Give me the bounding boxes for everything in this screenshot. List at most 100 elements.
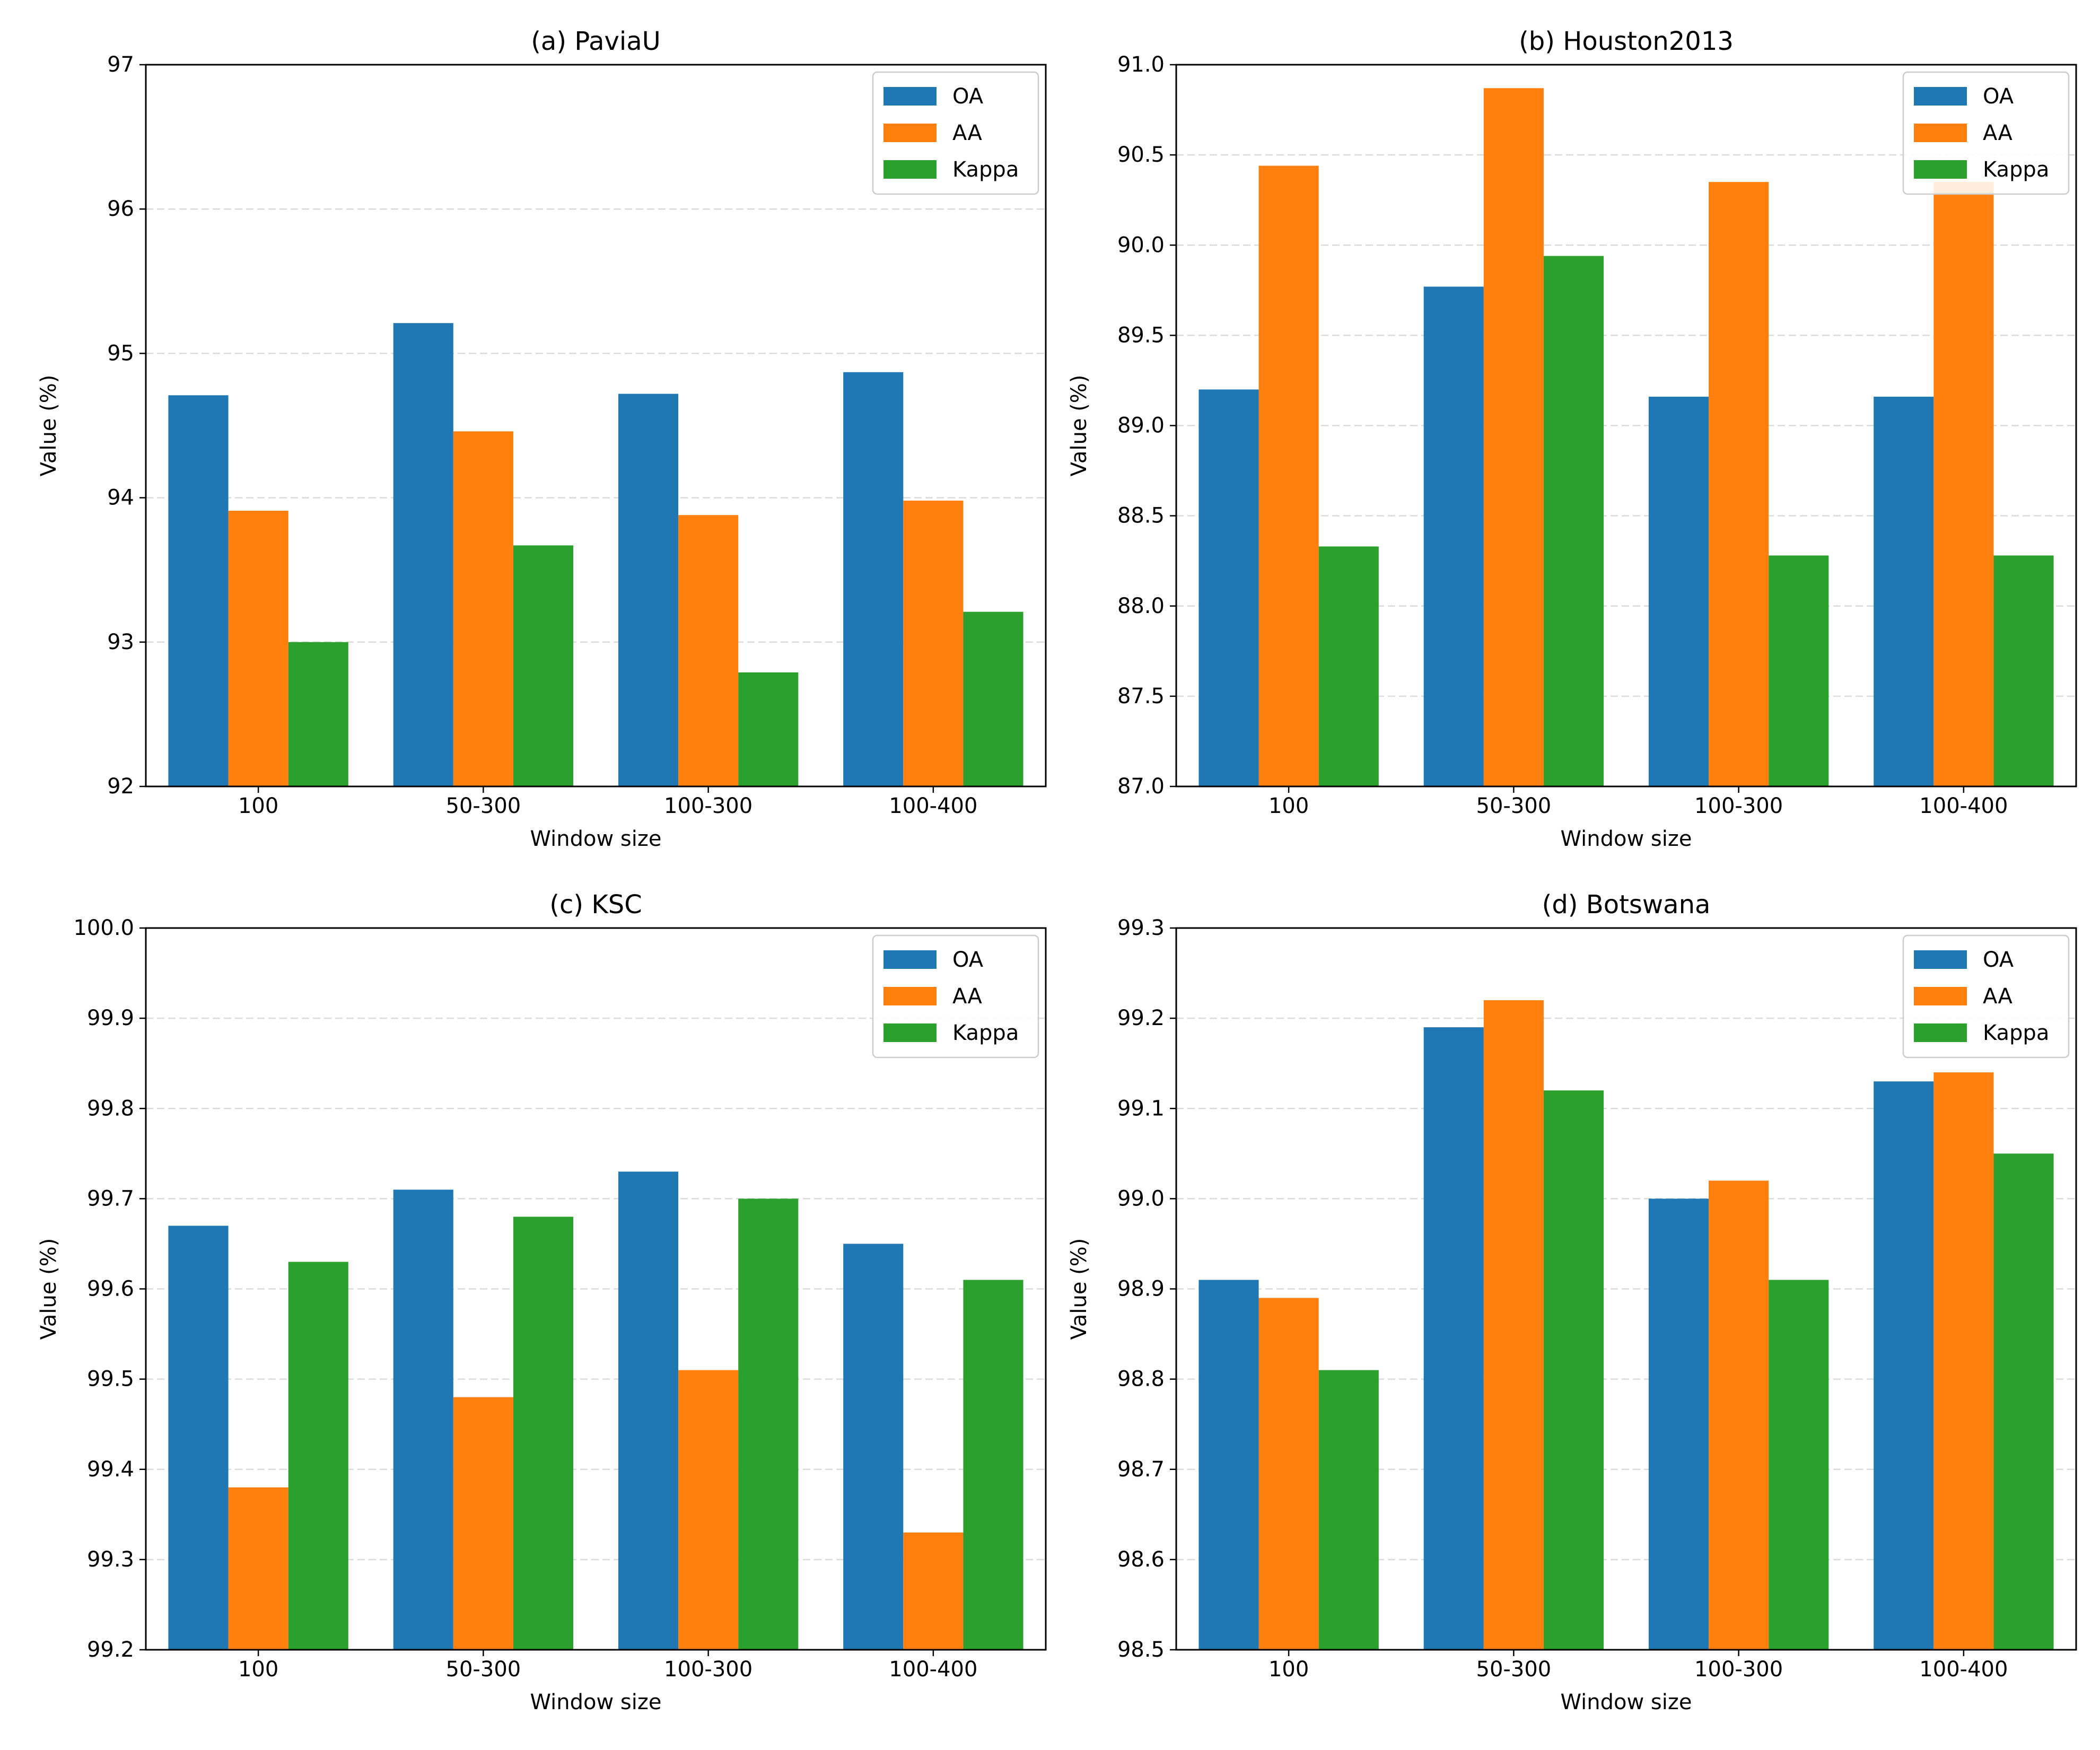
legend-swatch-aa	[1914, 987, 1967, 1005]
chart-title: (d) Botswana	[1542, 890, 1711, 920]
x-tick-label: 50-300	[1476, 794, 1552, 818]
y-tick-label: 89.5	[1117, 323, 1165, 347]
bar-kappa-100	[288, 1262, 348, 1650]
bar-aa-100-300	[678, 1370, 739, 1650]
chart-panel-3: 99.2 99.3 99.4 99.5 99.6 99.7 99.8 99.9 100.0 100…	[37, 890, 1047, 1714]
bar-aa-100	[1258, 165, 1319, 786]
bar-oa-100-300	[1648, 397, 1709, 786]
y-tick-label: 93	[107, 630, 134, 654]
legend-label-oa: OA	[1983, 948, 2014, 972]
bar-aa-100	[228, 1487, 288, 1650]
x-tick-label: 100-400	[1919, 1657, 2008, 1682]
x-axis-label: Window size	[1561, 1690, 1692, 1714]
bar-oa-50-300	[393, 1189, 453, 1650]
legend-swatch-aa	[883, 124, 937, 142]
bar-oa-50-300	[1423, 286, 1484, 786]
bar-aa-100-400	[903, 501, 964, 786]
bar-kappa-100-400	[1993, 1153, 2054, 1650]
x-tick-label: 100-400	[889, 1657, 977, 1682]
bar-oa-50-300	[1423, 1027, 1484, 1650]
y-tick-label: 90.0	[1117, 233, 1165, 257]
legend-swatch-oa	[883, 87, 937, 106]
y-tick-label: 99.5	[87, 1367, 134, 1392]
bar-oa-100	[1198, 389, 1259, 786]
bar-kappa-100-400	[963, 611, 1023, 786]
x-tick-label: 100	[238, 1657, 278, 1682]
y-tick-label: 87.5	[1117, 684, 1165, 708]
bar-aa-100-300	[1709, 1180, 1769, 1650]
x-axis-label: Window size	[1561, 827, 1692, 851]
chart-title: (b) Houston2013	[1519, 27, 1734, 56]
x-tick-label: 100	[1268, 1657, 1309, 1682]
legend-swatch-oa	[1914, 87, 1967, 106]
y-tick-label: 92	[107, 774, 134, 799]
x-axis-label: Window size	[530, 827, 662, 851]
bar-oa-100-400	[1874, 1081, 1934, 1650]
legend-label-oa: OA	[1983, 84, 2014, 109]
chart-panel-2: 87.0 87.5 88.0 88.5 89.0 89.5 90.0 90.5 91.0 100 5…	[1067, 27, 2077, 851]
bar-aa-50-300	[453, 431, 513, 786]
x-tick-label: 50-300	[446, 1657, 521, 1682]
chart-title: (c) KSC	[549, 890, 642, 920]
y-tick-label: 99.4	[87, 1457, 134, 1482]
y-axis-label: Value (%)	[1067, 375, 1091, 477]
legend-label-kappa: Kappa	[1983, 1021, 2049, 1045]
bar-kappa-50-300	[1543, 1090, 1604, 1650]
y-tick-label: 99.3	[1117, 916, 1165, 940]
y-tick-label: 98.9	[1117, 1277, 1165, 1301]
bar-aa-100-300	[678, 515, 739, 786]
y-tick-label: 94	[107, 486, 134, 510]
chart-panel-4: 98.5 98.6 98.7 98.8 98.9 99.0 99.1 99.2 99.3 100 5…	[1067, 890, 2077, 1714]
y-tick-label: 95	[107, 341, 134, 365]
bar-aa-50-300	[1483, 88, 1544, 786]
bar-oa-100-400	[843, 1244, 904, 1650]
legend-label-aa: AA	[1983, 121, 2012, 145]
bar-kappa-100	[1318, 1370, 1379, 1650]
y-tick-label: 99.3	[87, 1547, 134, 1572]
legend: OA AA Kappa	[872, 934, 1039, 1058]
bar-aa-100-400	[1933, 1072, 1994, 1650]
y-axis-label: Value (%)	[37, 1238, 61, 1340]
bar-kappa-50-300	[513, 1217, 574, 1650]
bar-kappa-100-300	[738, 1198, 799, 1650]
plot-frame	[145, 927, 1047, 1651]
chart-panel-1: 92 93 94 95 96 97 100 50-300 100-300 100-400 (a) P…	[37, 27, 1047, 851]
legend-swatch-kappa	[883, 160, 937, 179]
y-tick-label: 88.0	[1117, 594, 1165, 618]
y-tick-label: 91.0	[1117, 52, 1165, 77]
y-tick-label: 89.0	[1117, 414, 1165, 438]
y-tick-label: 100.0	[73, 916, 134, 940]
y-tick-label: 99.7	[87, 1186, 134, 1211]
legend-label-oa: OA	[952, 84, 984, 109]
bar-oa-100-400	[1874, 397, 1934, 786]
bar-kappa-100-300	[1769, 555, 1829, 786]
plot-frame	[1175, 927, 2077, 1651]
legend-label-kappa: Kappa	[952, 158, 1019, 182]
legend-swatch-kappa	[883, 1023, 937, 1042]
legend: OA AA Kappa	[1902, 934, 2070, 1058]
legend-label-aa: AA	[1983, 984, 2012, 1009]
bar-kappa-100-300	[738, 672, 799, 786]
bar-kappa-100	[1318, 546, 1379, 786]
y-tick-label: 87.0	[1117, 774, 1165, 799]
x-tick-label: 50-300	[446, 794, 521, 818]
y-tick-label: 99.1	[1117, 1096, 1165, 1121]
bar-aa-100	[1258, 1298, 1319, 1650]
x-axis-label: Window size	[530, 1690, 662, 1714]
bar-oa-100	[1198, 1280, 1259, 1650]
x-tick-label: 100-300	[1694, 794, 1783, 818]
legend-swatch-kappa	[1914, 160, 1967, 179]
x-tick-label: 100-400	[1919, 794, 2008, 818]
bar-oa-100-400	[843, 372, 904, 786]
bar-kappa-100	[288, 642, 348, 786]
y-tick-label: 99.2	[87, 1638, 134, 1662]
x-tick-label: 100-300	[1694, 1657, 1783, 1682]
legend-swatch-kappa	[1914, 1023, 1967, 1042]
y-tick-label: 99.2	[1117, 1006, 1165, 1030]
legend: OA AA Kappa	[872, 71, 1039, 195]
x-tick-label: 100	[238, 794, 278, 818]
legend-swatch-oa	[1914, 950, 1967, 969]
bar-aa-100-300	[1709, 182, 1769, 787]
x-tick-label: 100-400	[889, 794, 977, 818]
